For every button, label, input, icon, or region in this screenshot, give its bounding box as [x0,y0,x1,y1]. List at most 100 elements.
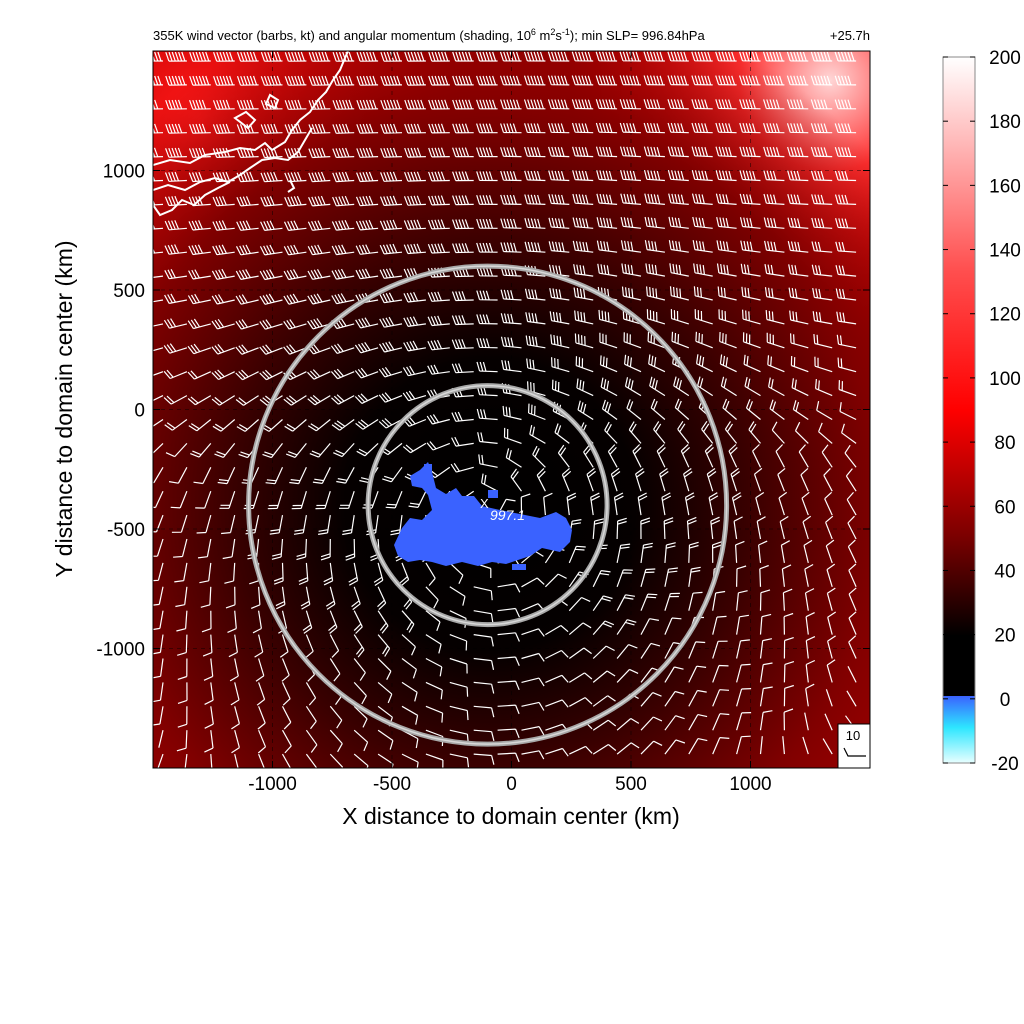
wind-barb [545,747,569,757]
wind-barb [592,620,615,635]
wind-barb [174,562,188,583]
wind-barb [379,243,403,255]
wind-barb [257,729,267,754]
wind-barb [403,195,426,206]
wind-barb [667,99,689,110]
wind-barb [844,444,857,468]
wind-barb [712,541,722,563]
wind-barb [664,715,685,731]
wind-barb [786,99,809,110]
wind-barb [204,706,214,729]
wind-barb [548,217,570,229]
wind-barb [188,419,212,432]
wind-barb [547,75,570,86]
wind-barb [783,708,794,731]
wind-barb [212,99,235,110]
wind-barb [521,628,545,637]
wind-barb [718,309,737,325]
wind-barb [813,334,833,349]
wind-barb [787,194,809,205]
wind-barb [212,220,235,231]
wind-barb [428,147,450,158]
wind-barb [473,657,495,671]
wind-barb [688,641,706,659]
wind-barb [163,318,188,329]
wind-barb [790,355,809,373]
wind-barb [835,265,857,277]
wind-barb [284,195,307,207]
wind-barb [211,369,235,381]
wind-barb [252,610,262,634]
wind-barb [847,539,857,564]
wind-barb [836,311,857,325]
wind-barb [164,171,187,182]
wind-barb [476,75,498,86]
wind-barb [283,293,307,305]
wind-barb [380,147,403,158]
wind-barb [616,668,639,683]
wind-barb [476,99,498,110]
wind-barb [165,123,187,134]
wind-barb [307,318,331,330]
wind-barb [759,589,771,611]
wind-barb [664,542,676,563]
plot-area: X 997.1 [153,51,870,768]
wind-barb [175,586,188,608]
wind-barb [187,370,212,380]
wind-barb [284,51,307,62]
wind-barb [353,681,367,705]
wind-barb [569,745,593,755]
wind-barb [616,569,633,588]
wind-barb [839,402,857,421]
wind-barb [536,467,546,492]
wind-barb [451,436,474,447]
wind-barb [153,371,164,376]
wind-barb [283,244,307,256]
wind-barb [315,491,331,510]
wind-barb [521,750,545,760]
colorbar-fill [942,56,976,764]
wind-barb [715,51,737,62]
wind-barb [476,290,498,301]
wind-barb [670,309,689,325]
wind-barb [500,336,522,349]
wind-barb [187,343,211,355]
wind-barb [805,659,816,683]
wind-barb [497,632,520,642]
wind-barb [621,263,642,277]
wind-barb [527,381,546,397]
wind-barb [500,99,522,110]
wind-barb [153,538,164,557]
wind-barb [597,263,618,277]
wind-barb [664,617,682,635]
wind-barb [524,170,546,182]
wind-barb [659,468,669,492]
wind-barb [640,593,658,611]
x-axis-label: X distance to domain center (km) [342,803,679,829]
wind-barb [686,516,697,540]
colorbar-tick-label: 160 [989,176,1021,197]
x-tick-label: 0 [506,774,517,795]
wind-barb [353,658,366,681]
wind-barb [804,712,809,731]
colorbar: -20 0 20 40 60 80 100 120 140 160 180 200 [942,48,1021,775]
wind-barb [348,562,359,586]
wind-barb [500,170,522,182]
wind-barb [834,123,857,134]
wind-barb [211,318,235,330]
wind-barb [779,515,789,540]
wind-barb [170,490,188,509]
wind-barb [212,171,235,183]
wind-barb [189,75,211,86]
wind-barb [236,75,259,86]
wind-barb [307,369,331,380]
wind-barb [231,730,240,754]
wind-barb [356,442,379,457]
wind-barb [810,123,833,134]
wind-barb [752,444,762,468]
wind-barb [756,516,766,540]
forecast-time: +25.7h [830,28,870,43]
wind-barb [451,339,474,350]
wind-barb [632,444,642,468]
x-tick-label: -1000 [248,774,297,795]
